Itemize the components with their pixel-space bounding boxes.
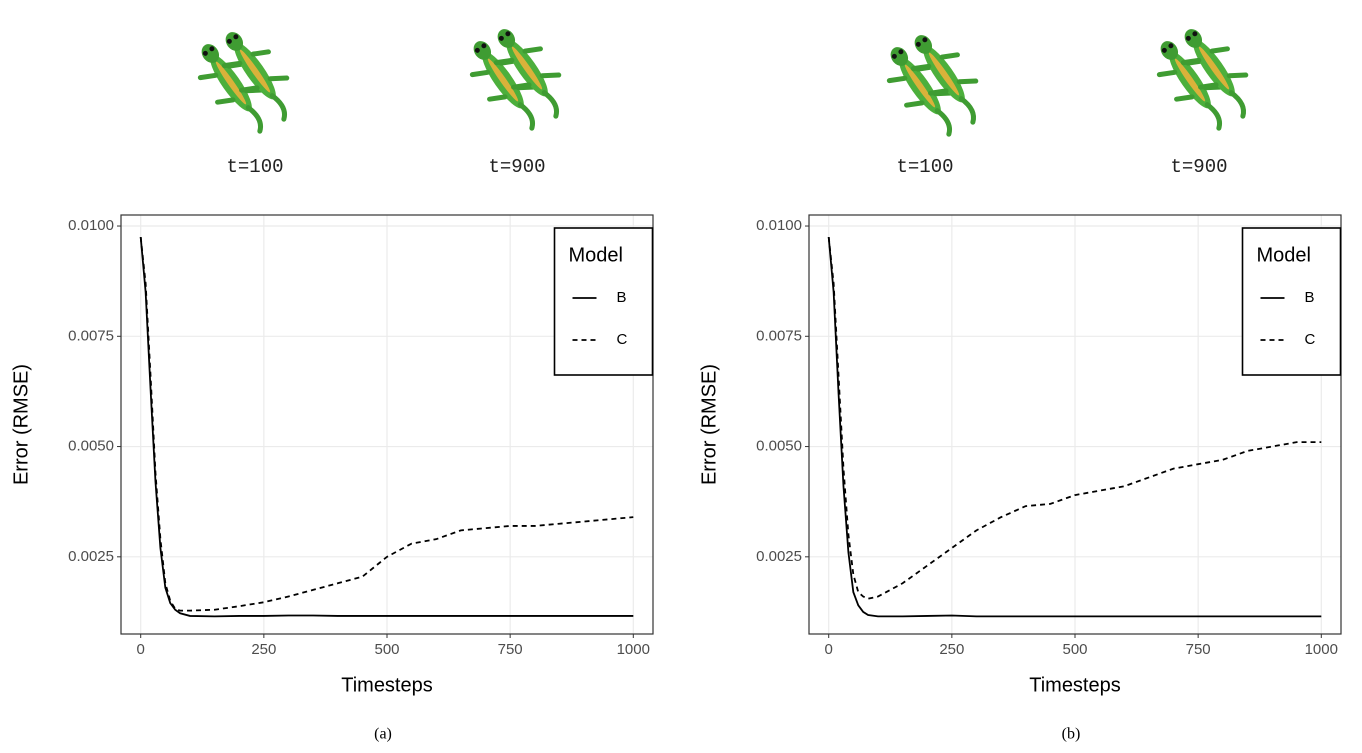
image-caption: t=100 (896, 156, 953, 178)
y-axis-title: Error (RMSE) (10, 364, 32, 485)
x-tick-label: 250 (939, 641, 964, 658)
x-tick-label: 250 (251, 641, 276, 658)
x-tick-label: 750 (1186, 641, 1211, 658)
y-axis-title: Error (RMSE) (698, 364, 720, 485)
legend-label: B (617, 289, 627, 306)
legend-label: B (1305, 289, 1315, 306)
legend-box (1241, 227, 1342, 376)
line-series (827, 236, 1322, 618)
y-tick-label: 0.0075 (68, 327, 114, 344)
y-tick-label: 0.0050 (756, 438, 802, 455)
line-series (139, 236, 634, 618)
line-series (827, 236, 1322, 600)
lizard-image (187, 21, 306, 142)
image-caption: t=100 (226, 156, 283, 178)
y-tick-label: 0.0075 (756, 327, 802, 344)
x-tick-label: 750 (498, 641, 523, 658)
legend-label: C (617, 331, 628, 348)
x-tick-label: 0 (825, 641, 833, 658)
x-tick-label: 0 (137, 641, 145, 658)
y-tick-label: 0.0050 (68, 438, 114, 455)
x-tick-label: 500 (374, 641, 399, 658)
x-tick-label: 1000 (617, 641, 650, 658)
y-tick-label: 0.0025 (756, 548, 802, 565)
y-tick-label: 0.0100 (68, 217, 114, 234)
x-axis-title: Timesteps (341, 674, 433, 696)
plot-border (120, 214, 654, 635)
legend-title: Model (1257, 244, 1311, 266)
image-caption: t=900 (1170, 156, 1227, 178)
lizard-image (459, 18, 578, 139)
lizard-image (876, 24, 995, 145)
lizard-image (1146, 18, 1265, 139)
x-tick-label: 500 (1062, 641, 1087, 658)
image-caption: t=900 (488, 156, 545, 178)
x-axis-title: Timesteps (1029, 674, 1121, 696)
figure-caption: (a) (374, 726, 392, 743)
legend-label: C (1305, 331, 1316, 348)
plot-border (808, 214, 1342, 635)
figure-caption: (b) (1062, 726, 1081, 743)
legend-box (553, 227, 654, 376)
legend-title: Model (569, 244, 623, 266)
y-tick-label: 0.0100 (756, 217, 802, 234)
y-tick-label: 0.0025 (68, 548, 114, 565)
line-series (139, 236, 634, 612)
x-tick-label: 1000 (1305, 641, 1338, 658)
